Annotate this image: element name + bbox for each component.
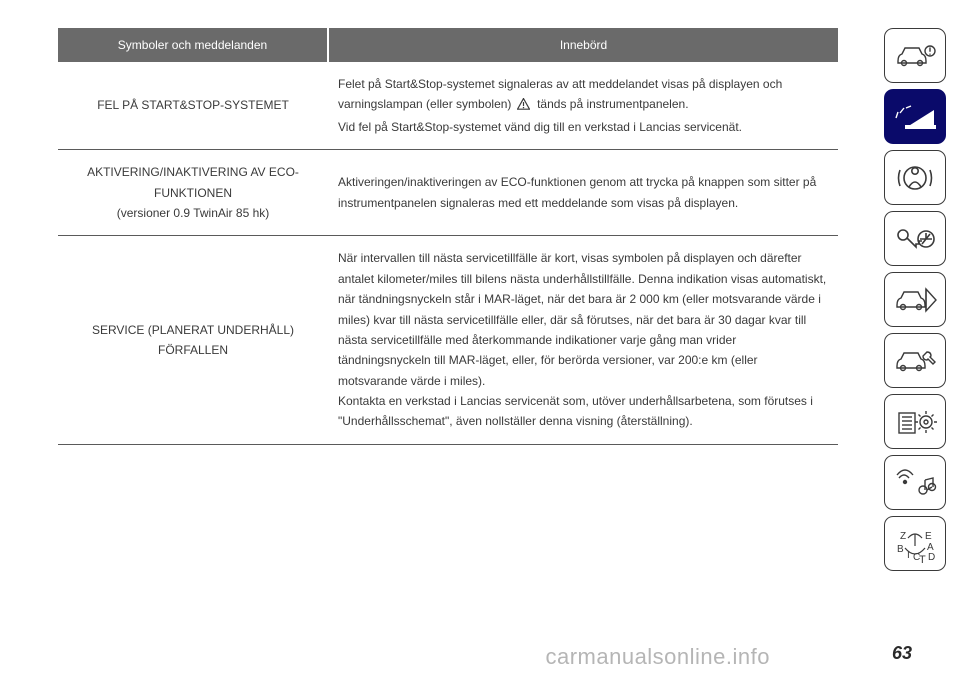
technical-tab[interactable] — [884, 394, 946, 449]
table-row: AKTIVERING/INAKTIVERING AV ECO-FUNKTIONE… — [58, 150, 838, 236]
vehicle-info-tab[interactable] — [884, 28, 946, 83]
svg-text:Z: Z — [900, 531, 906, 542]
warning-lights-tab[interactable] — [884, 89, 946, 144]
table-row: FEL PÅ START&STOP-SYSTEMET Felet på Star… — [58, 62, 838, 150]
multimedia-tab[interactable] — [884, 455, 946, 510]
symbol-line1: AKTIVERING/INAKTIVERING AV ECO-FUNKTIONE… — [68, 162, 318, 203]
symbol-cell: AKTIVERING/INAKTIVERING AV ECO-FUNKTIONE… — [58, 150, 328, 236]
symbol-line1: SERVICE (PLANERAT UNDERHÅLL) FÖRFALLEN — [68, 320, 318, 361]
driving-tab[interactable] — [884, 272, 946, 327]
table-header-row: Symboler och meddelanden Innebörd — [58, 28, 838, 62]
index-tab[interactable]: Z E B A I C D T — [884, 516, 946, 571]
meaning-cell: När intervallen till nästa servicetillfä… — [328, 236, 838, 445]
keys-tab[interactable] — [884, 211, 946, 266]
svg-text:T: T — [919, 554, 926, 564]
watermark-text: carmanualsonline.info — [545, 644, 770, 670]
safety-tab[interactable] — [884, 150, 946, 205]
symbol-cell: FEL PÅ START&STOP-SYSTEMET — [58, 62, 328, 150]
svg-text:E: E — [925, 531, 932, 542]
symbol-cell: SERVICE (PLANERAT UNDERHÅLL) FÖRFALLEN — [58, 236, 328, 445]
header-symbols: Symboler och meddelanden — [58, 28, 328, 62]
section-sidebar: Z E B A I C D T — [884, 28, 946, 571]
header-meaning: Innebörd — [328, 28, 838, 62]
maintenance-tab[interactable] — [884, 333, 946, 388]
page-number: 63 — [892, 643, 912, 664]
symbols-table: Symboler och meddelanden Innebörd FEL PÅ… — [58, 28, 838, 445]
meaning-cell: Felet på Start&Stop-systemet signaleras … — [328, 62, 838, 150]
svg-text:D: D — [928, 552, 935, 563]
document-page: Symboler och meddelanden Innebörd FEL PÅ… — [58, 28, 838, 445]
table-row: SERVICE (PLANERAT UNDERHÅLL) FÖRFALLEN N… — [58, 236, 838, 445]
meaning-cell: Aktiveringen/inaktiveringen av ECO-funkt… — [328, 150, 838, 236]
svg-text:B: B — [897, 544, 904, 555]
symbol-line2: (versioner 0.9 TwinAir 85 hk) — [68, 203, 318, 223]
warning-triangle-icon — [517, 96, 530, 116]
